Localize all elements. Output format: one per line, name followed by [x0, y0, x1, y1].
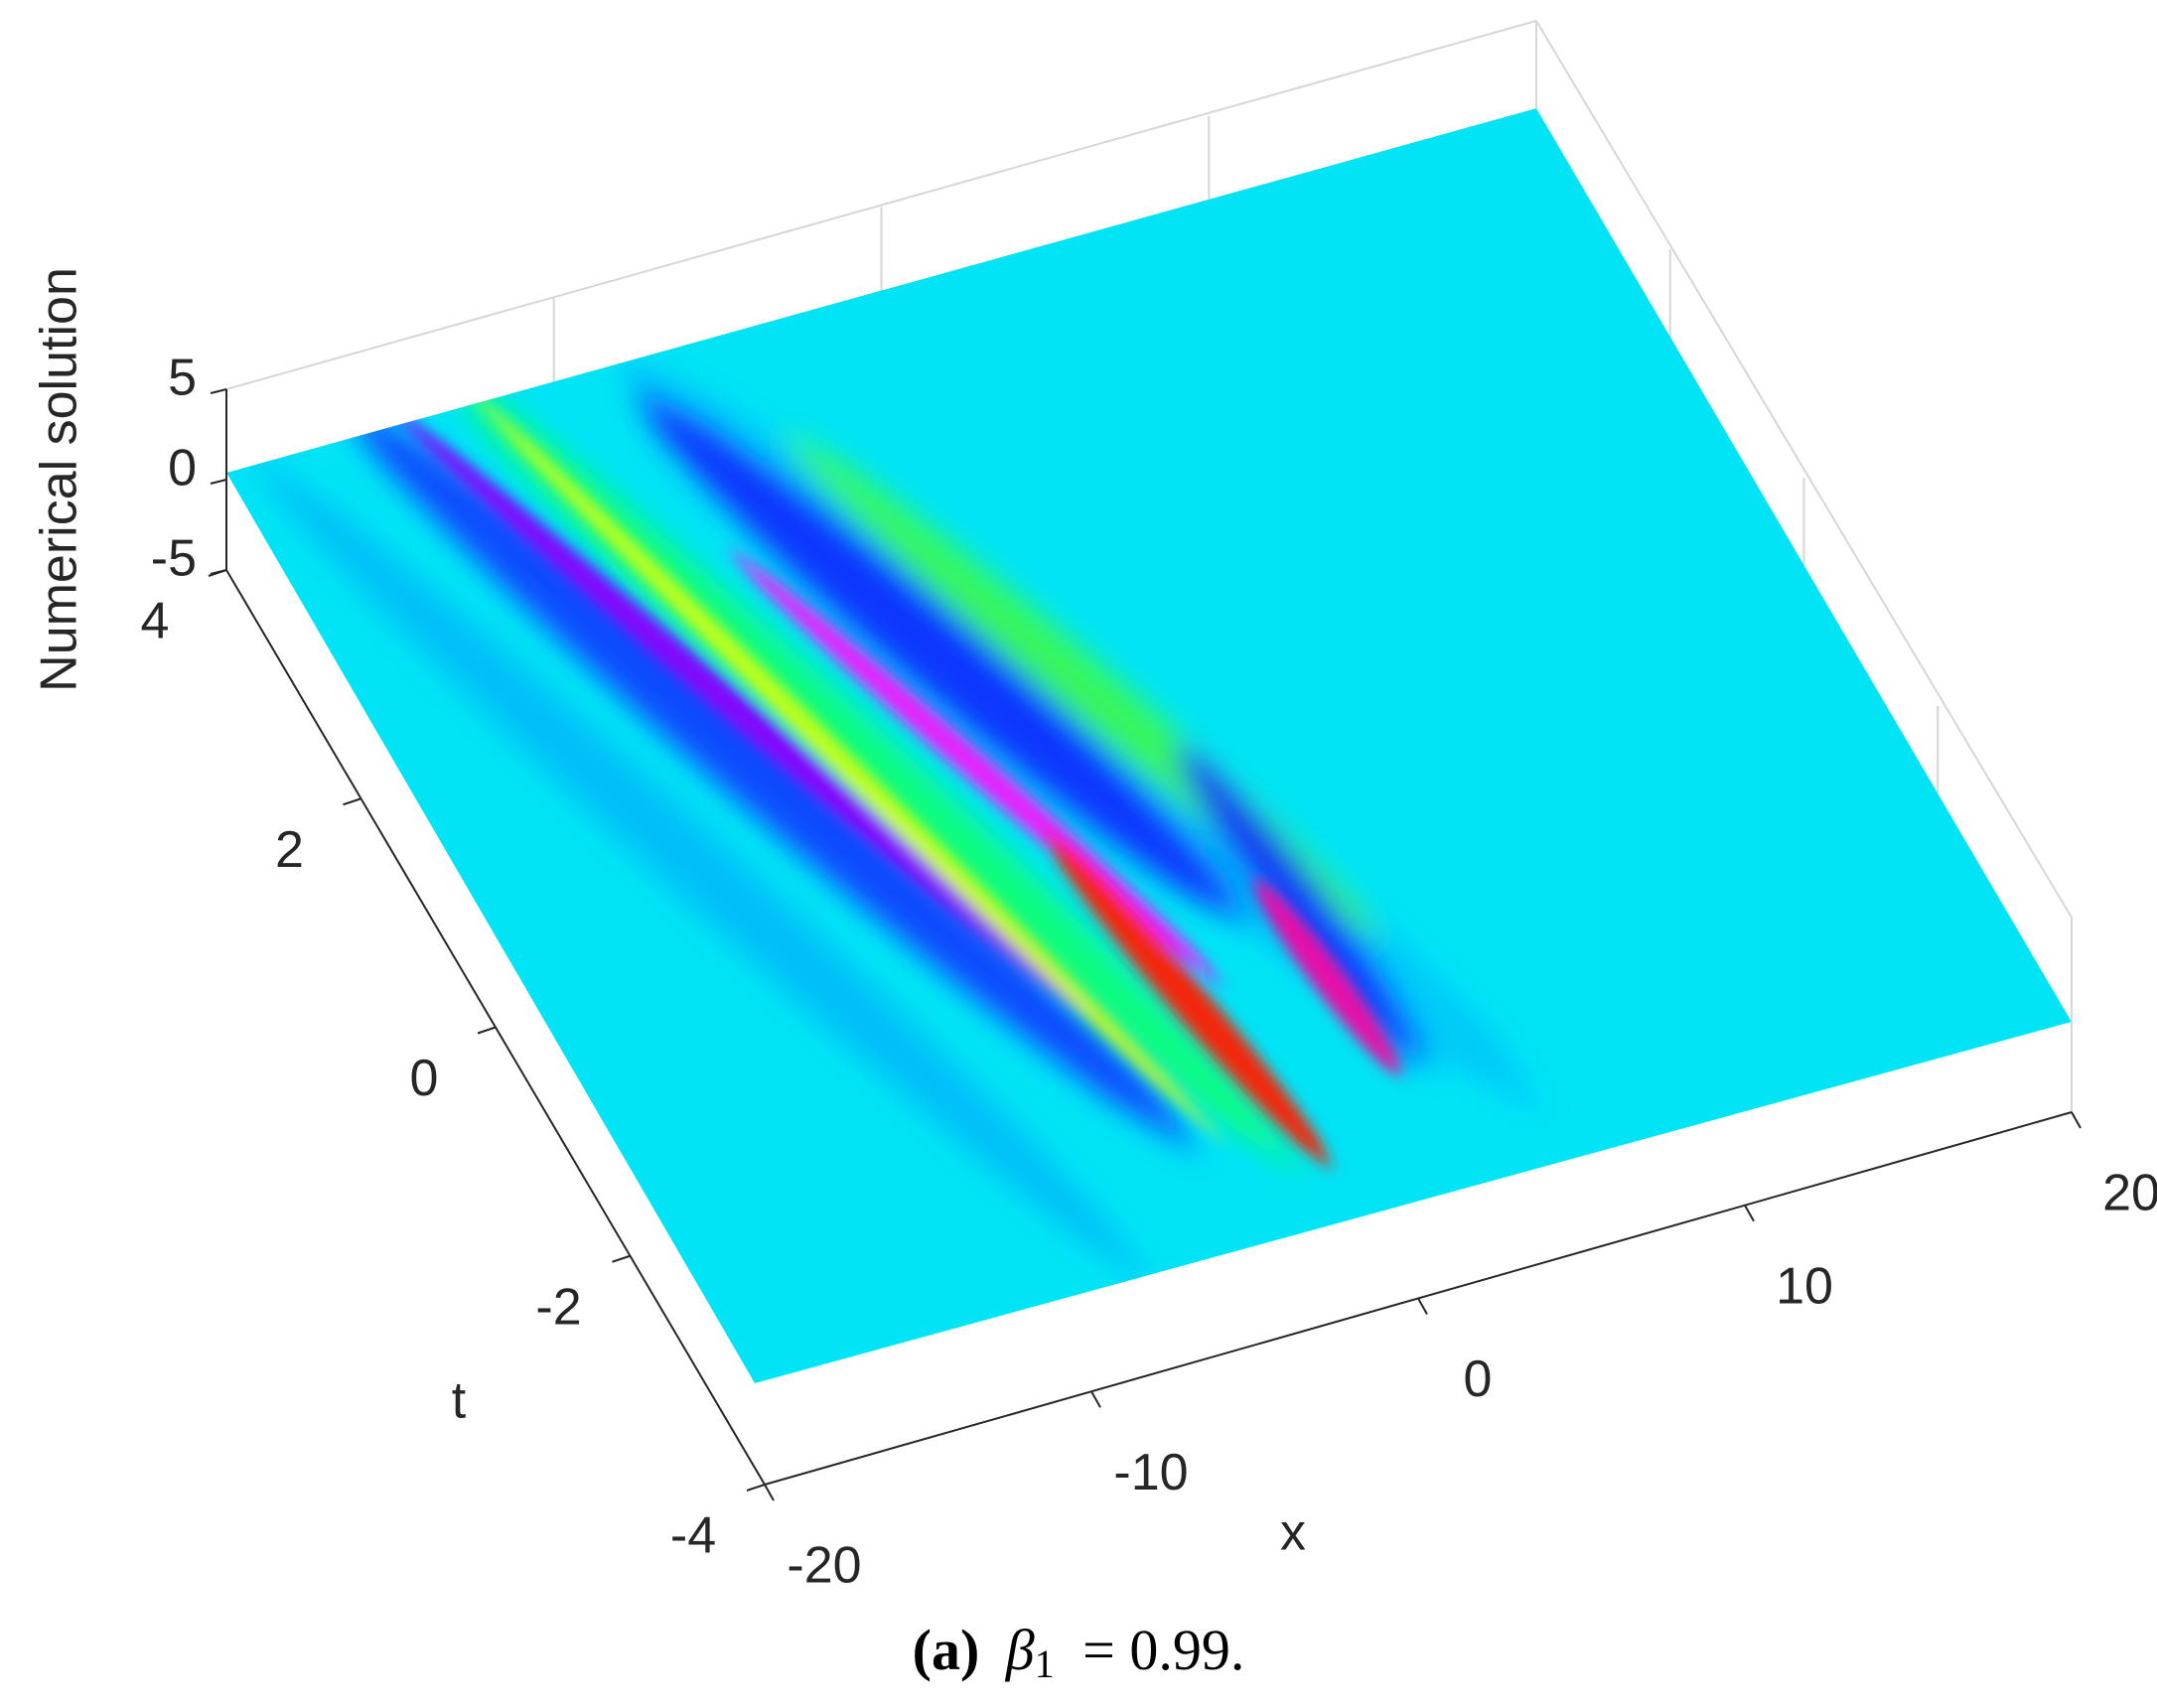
surface-band — [331, 390, 1203, 1155]
surface-band — [725, 545, 1228, 989]
surface-band — [1173, 739, 1429, 1071]
z-axis-label: Numerical solution — [31, 267, 88, 692]
grid — [225, 21, 2073, 1022]
x-axis-label: x — [1280, 1504, 1306, 1562]
x-tick — [1744, 1205, 1755, 1222]
y-tick-label: 0 — [410, 1050, 439, 1107]
y-tick — [477, 1026, 497, 1035]
y-tick — [746, 1484, 766, 1492]
x-tick — [1090, 1390, 1101, 1408]
y-tick-label: -4 — [670, 1507, 716, 1565]
z-tick — [210, 388, 227, 394]
y-tick-label: 2 — [275, 821, 304, 879]
caption: (a) β1 = 0.99. — [913, 1618, 1245, 1694]
caption-equation: = 0.99. — [1082, 1618, 1244, 1682]
caption-label: (a) — [913, 1618, 980, 1682]
surface-band — [630, 381, 1254, 929]
surface-band — [464, 384, 1228, 1148]
surface-band — [241, 447, 1161, 1294]
y-tick-label: -2 — [535, 1278, 581, 1336]
t-axis-label: t — [452, 1372, 467, 1430]
x-tick — [2071, 1111, 2082, 1129]
surface — [226, 108, 2072, 1383]
caption-subscript: 1 — [1035, 1641, 1055, 1686]
z-tick-label: 0 — [168, 440, 197, 498]
x-tick-label: -20 — [787, 1537, 861, 1595]
x-tick-label: 20 — [2102, 1165, 2157, 1222]
x-tick-label: -10 — [1113, 1444, 1188, 1501]
x-tick — [764, 1484, 775, 1501]
x-tick-label: 0 — [1464, 1351, 1493, 1408]
y-tick — [612, 1254, 631, 1263]
x-tick-label: 10 — [1776, 1257, 1833, 1315]
surface-band — [1253, 876, 1402, 1079]
z-tick-label: -5 — [151, 530, 197, 588]
x-tick — [1417, 1298, 1428, 1315]
z-tick — [210, 569, 227, 575]
z-tick-label: 5 — [168, 350, 197, 407]
y-tick — [343, 797, 361, 806]
surface-band — [1042, 828, 1335, 1172]
z-tick — [210, 479, 227, 485]
y-tick-label: 4 — [141, 593, 170, 650]
surface-band — [380, 397, 1096, 1026]
surface-bands-sharp — [380, 384, 1402, 1172]
caption-symbol: β — [1005, 1618, 1035, 1682]
